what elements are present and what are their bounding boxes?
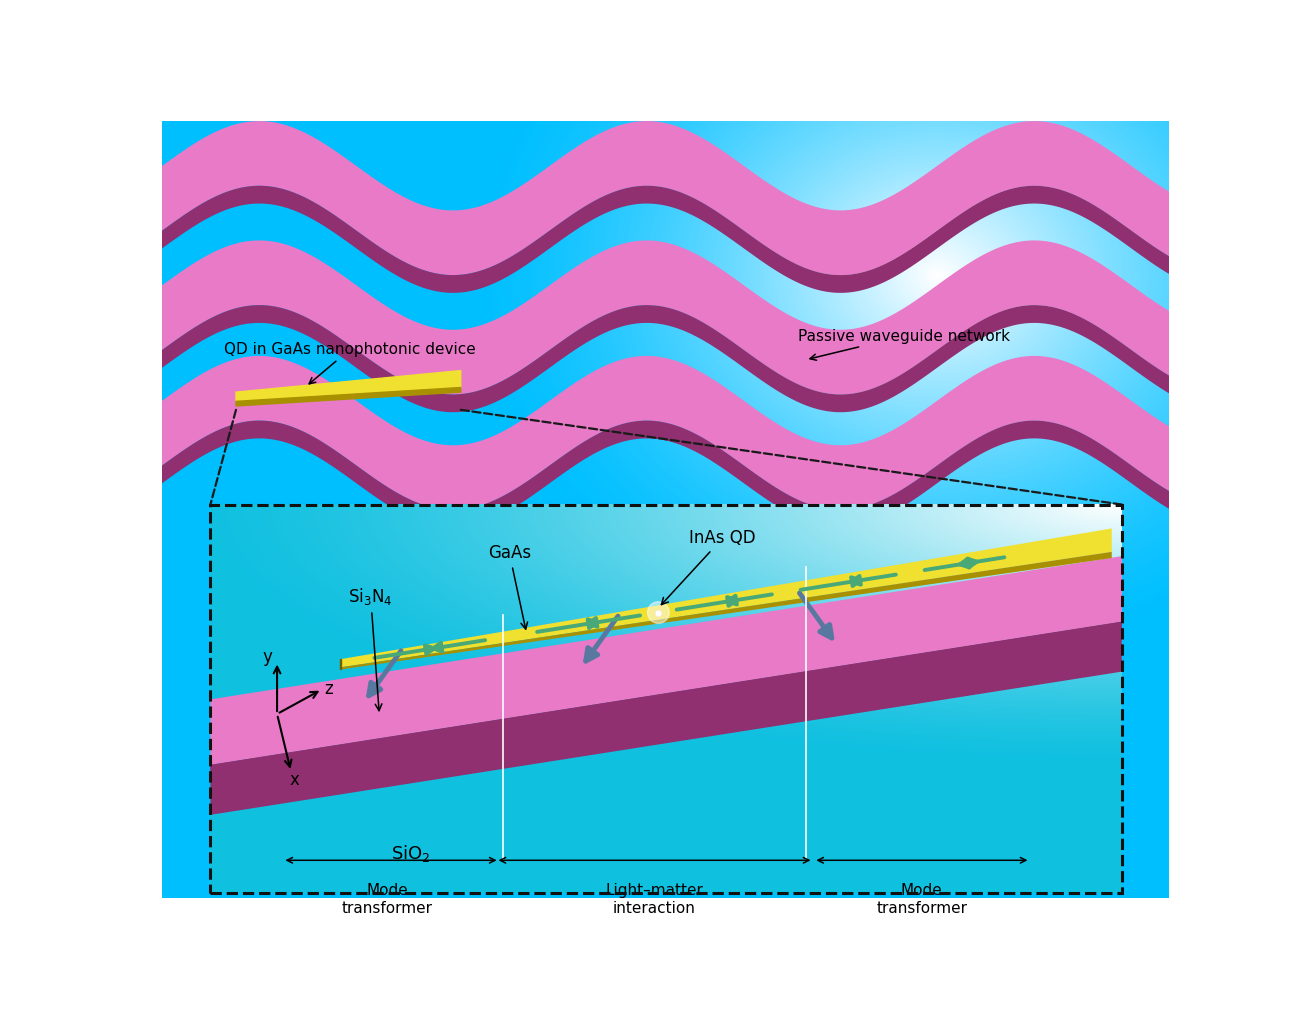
Text: Mode
transformer: Mode transformer [877,884,968,916]
Text: y: y [262,648,273,666]
Polygon shape [147,305,1185,413]
Polygon shape [236,387,461,406]
Text: QD in GaAs nanophotonic device: QD in GaAs nanophotonic device [225,342,477,383]
Polygon shape [147,421,1185,528]
Text: SiO$_2$: SiO$_2$ [391,843,430,864]
Polygon shape [147,356,1185,510]
Polygon shape [147,186,1185,293]
Polygon shape [236,370,461,402]
Polygon shape [147,121,1185,275]
Text: Light–matter
interaction: Light–matter interaction [605,884,704,916]
Text: Mode
transformer: Mode transformer [342,884,433,916]
Text: InAs QD: InAs QD [661,529,756,604]
Bar [210,504,1122,893]
Polygon shape [340,552,1112,670]
Text: GaAs: GaAs [488,545,531,630]
Polygon shape [340,529,1112,667]
Polygon shape [210,622,1122,782]
Text: Passive waveguide network: Passive waveguide network [798,329,1009,360]
Polygon shape [340,659,342,670]
Text: x: x [290,771,299,789]
Polygon shape [210,556,1122,765]
Circle shape [647,601,669,624]
Text: z: z [323,680,333,698]
Text: Si$_3$N$_4$: Si$_3$N$_4$ [348,586,392,710]
Polygon shape [210,622,1122,815]
Polygon shape [147,240,1185,395]
